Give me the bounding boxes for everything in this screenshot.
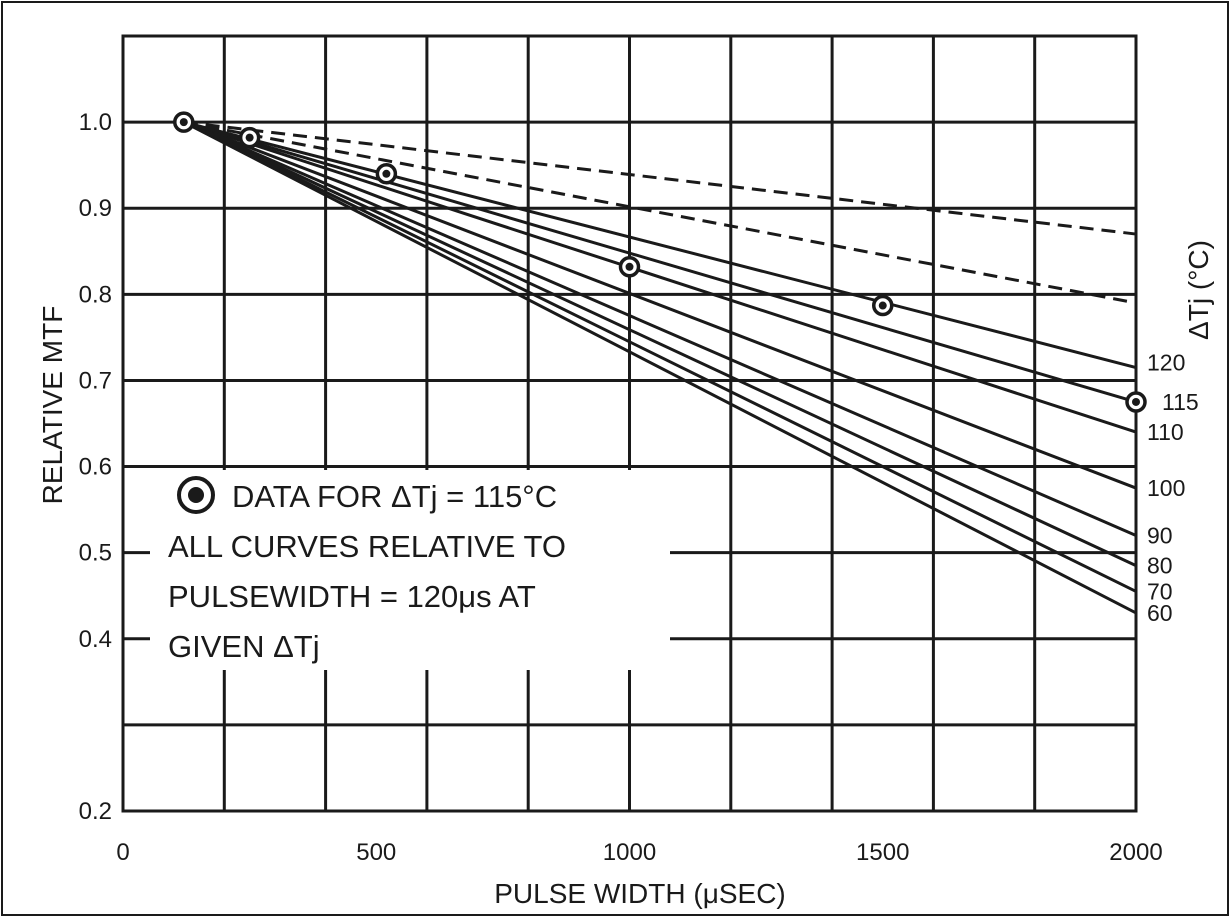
x-tick-label: 1000	[603, 839, 656, 866]
y-tick-label: 0.6	[79, 454, 112, 481]
annotation-background	[150, 470, 670, 670]
annotation-line-4: GIVEN ΔTj	[168, 629, 320, 664]
y-tick-label: 0.5	[79, 540, 112, 567]
data-point-marker	[238, 126, 261, 149]
y-tick-label: 0.2	[79, 798, 112, 825]
x-axis-title: PULSE WIDTH (μSEC)	[494, 878, 785, 909]
curves	[183, 120, 1137, 615]
annotation-line-3: PULSEWIDTH = 120μs AT	[168, 579, 536, 614]
y-tick-label: 0.8	[79, 281, 112, 308]
curve-label: 90	[1147, 522, 1173, 548]
y-tick-label: 0.9	[79, 195, 112, 222]
curve-dtj-90	[183, 120, 1137, 537]
x-tick-label: 1500	[856, 839, 909, 866]
curve-label: 80	[1147, 553, 1173, 579]
x-tick-label: 0	[116, 839, 129, 866]
curve-dtj-100	[183, 120, 1137, 490]
curve-label: 70	[1147, 578, 1173, 604]
x-tick-label: 2000	[1109, 839, 1162, 866]
y-tick-label: 0.4	[79, 626, 112, 653]
data-point-marker	[1125, 391, 1147, 413]
data-markers	[173, 111, 1147, 413]
curve-label: 120	[1147, 350, 1185, 376]
dashed-curve	[183, 120, 1137, 236]
annotation-line-2: ALL CURVES RELATIVE TO	[168, 529, 566, 564]
curve-label: 115	[1162, 389, 1199, 415]
curve-dtj-120	[183, 120, 1137, 369]
y-axis-title: RELATIVE MTF	[37, 306, 68, 505]
curve-dtj-115	[183, 120, 1137, 404]
plot-frame	[121, 34, 1138, 813]
curve-dtj-70	[183, 120, 1137, 593]
data-point-marker	[375, 163, 398, 185]
annotation-box: DATA FOR ΔTj = 115°C ALL CURVES RELATIVE…	[150, 470, 670, 670]
curve-label: 60	[1147, 600, 1173, 626]
y-tick-labels: 0.2 0.4 0.5 0.6 0.7 0.8 0.9 1.0	[79, 109, 112, 825]
y-tick-label: 0.7	[79, 367, 112, 394]
curve-dtj-60	[183, 120, 1137, 615]
legend-marker-icon	[177, 476, 215, 514]
right-axis-title: ΔTj (°C)	[1183, 240, 1214, 340]
x-tick-labels: 0 500 1000 1500 2000	[116, 839, 1162, 866]
data-point-marker	[618, 256, 641, 278]
dashed-curve	[183, 120, 1137, 305]
data-point-marker	[872, 294, 894, 317]
annotation-line-1: DATA FOR ΔTj = 115°C	[232, 479, 557, 514]
curve-label: 110	[1147, 419, 1184, 445]
curve-label: 100	[1147, 475, 1185, 501]
curve-dtj-110	[183, 120, 1137, 434]
curve-dtj-80	[183, 120, 1137, 567]
data-point-marker	[173, 111, 195, 133]
y-tick-label: 1.0	[79, 109, 112, 136]
x-tick-label: 500	[356, 839, 396, 866]
